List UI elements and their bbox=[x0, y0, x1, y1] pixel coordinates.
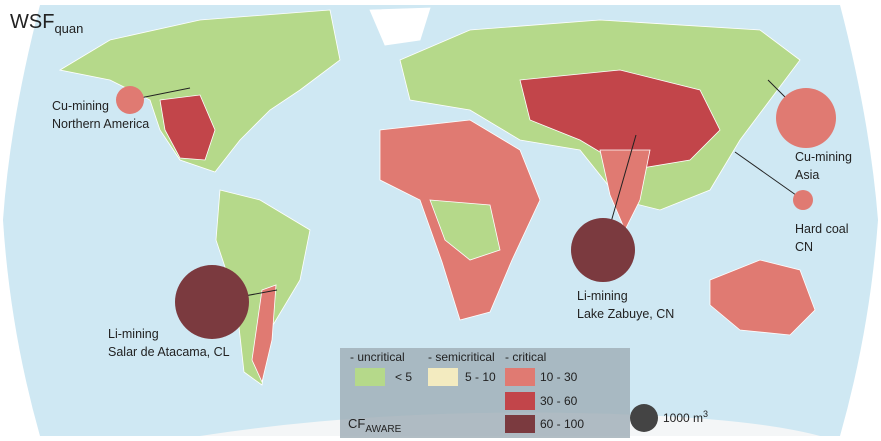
legend-group: - semicritical bbox=[428, 350, 495, 364]
size-key-sup: 3 bbox=[703, 409, 708, 419]
legend-group: - critical bbox=[505, 350, 546, 364]
bubble bbox=[571, 218, 635, 282]
annotation-sublabel: Asia bbox=[795, 168, 819, 182]
legend-class-label: 5 - 10 bbox=[465, 370, 496, 384]
axis-main: CF bbox=[348, 416, 365, 431]
legend-swatch bbox=[355, 368, 385, 386]
legend-class-label: 30 - 60 bbox=[540, 394, 578, 408]
south-america-critical bbox=[251, 284, 277, 384]
annotation-label: Li-mining bbox=[577, 289, 628, 303]
size-key-text: 1000 m bbox=[663, 411, 703, 425]
annotation-sublabel: Northern America bbox=[52, 117, 149, 131]
greenland bbox=[369, 7, 431, 46]
title-main: WSF bbox=[10, 11, 54, 33]
legend-group: - uncritical bbox=[350, 350, 405, 364]
annotation-label: Li-mining bbox=[108, 327, 159, 341]
annotation-sublabel: Salar de Atacama, CL bbox=[108, 345, 230, 359]
legend-axis-label: CFAWARE bbox=[348, 416, 402, 435]
annotations: Cu-mining Northern America Cu-mining Asi… bbox=[52, 99, 852, 359]
bubble bbox=[793, 190, 813, 210]
bubble bbox=[175, 265, 249, 339]
legend-class-label: 60 - 100 bbox=[540, 417, 584, 431]
annotation-label: Hard coal bbox=[795, 222, 849, 236]
africa-green bbox=[429, 199, 501, 261]
size-key-bubble bbox=[630, 404, 658, 432]
title: WSFquan bbox=[10, 11, 83, 36]
legend-box bbox=[340, 348, 630, 438]
north-america bbox=[58, 9, 341, 173]
bubbles bbox=[116, 86, 836, 339]
legend-swatch bbox=[505, 415, 535, 433]
size-key-label: 1000 m3 bbox=[663, 409, 708, 425]
legend: - uncritical - semicritical - critical C… bbox=[340, 348, 708, 438]
eurasia-critical bbox=[519, 69, 721, 171]
india bbox=[599, 149, 651, 231]
annotation-sublabel: CN bbox=[795, 240, 813, 254]
legend-swatch bbox=[505, 368, 535, 386]
legend-swatch bbox=[505, 392, 535, 410]
bubble bbox=[116, 86, 144, 114]
north-america-critical bbox=[159, 94, 216, 161]
legend-swatch bbox=[428, 368, 458, 386]
bubble bbox=[776, 88, 836, 148]
axis-sub: AWARE bbox=[365, 424, 401, 435]
annotation-label: Cu-mining bbox=[52, 99, 109, 113]
legend-class-label: 10 - 30 bbox=[540, 370, 578, 384]
legend-class-label: < 5 bbox=[395, 370, 412, 384]
annotation-sublabel: Lake Zabuye, CN bbox=[577, 307, 674, 321]
australia bbox=[709, 259, 816, 336]
title-sub: quan bbox=[54, 21, 83, 36]
annotation-label: Cu-mining bbox=[795, 150, 852, 164]
